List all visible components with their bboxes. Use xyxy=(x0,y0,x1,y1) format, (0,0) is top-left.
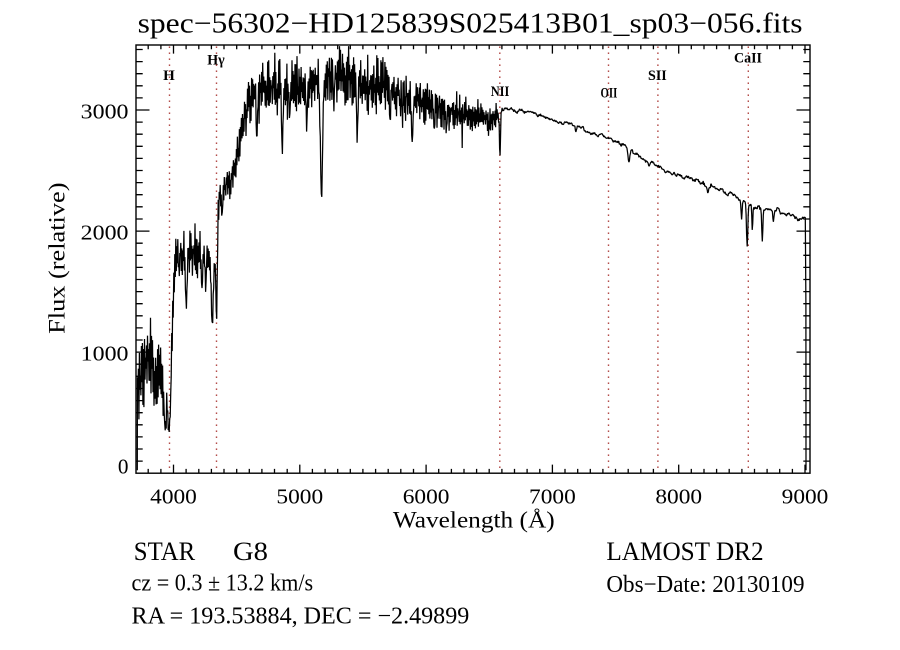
svg-text:6000: 6000 xyxy=(403,485,450,509)
svg-text:1000: 1000 xyxy=(81,342,129,366)
svg-text:8000: 8000 xyxy=(655,485,702,509)
svg-text:STAR: STAR xyxy=(134,537,196,566)
svg-text:3000: 3000 xyxy=(81,100,129,124)
svg-text:RA = 193.53884, DEC = −2.49899: RA = 193.53884, DEC = −2.49899 xyxy=(132,604,470,630)
svg-text:spec−56302−HD125839S025413B01_: spec−56302−HD125839S025413B01_sp03−056.f… xyxy=(138,9,803,40)
svg-text:H: H xyxy=(163,68,175,84)
svg-text:LAMOST DR2: LAMOST DR2 xyxy=(606,537,763,566)
svg-text:Wavelength (Å): Wavelength (Å) xyxy=(393,507,555,532)
svg-text:2000: 2000 xyxy=(81,221,129,245)
svg-text:9000: 9000 xyxy=(782,485,829,509)
svg-text:CaII: CaII xyxy=(734,51,762,67)
svg-text:Flux (relative): Flux (relative) xyxy=(44,183,69,334)
svg-text:4000: 4000 xyxy=(150,485,197,509)
svg-text:7000: 7000 xyxy=(529,485,576,509)
svg-text:Obs−Date: 20130109: Obs−Date: 20130109 xyxy=(606,572,804,598)
svg-text:OII: OII xyxy=(601,85,618,101)
svg-text:G8: G8 xyxy=(233,537,268,566)
svg-text:5000: 5000 xyxy=(276,485,323,509)
svg-text:0: 0 xyxy=(118,455,129,479)
svg-text:NII: NII xyxy=(491,84,510,100)
svg-text:Hγ: Hγ xyxy=(207,53,224,69)
svg-text:SII: SII xyxy=(648,68,667,84)
svg-text:cz = 0.3 ± 13.2 km/s: cz = 0.3 ± 13.2 km/s xyxy=(132,571,314,597)
